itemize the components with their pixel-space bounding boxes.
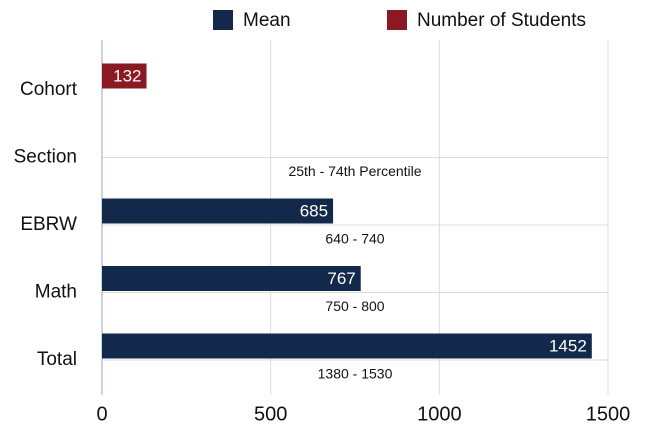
range-label: 25th - 74th Percentile xyxy=(288,163,421,179)
y-tick-label: Math xyxy=(35,282,77,303)
bar xyxy=(102,198,334,224)
x-tick-label: 0 xyxy=(96,403,107,425)
x-tick-label: 1000 xyxy=(417,403,462,425)
y-tick-label: EBRW xyxy=(20,214,77,235)
x-tick-label: 500 xyxy=(254,403,287,425)
legend-label: Number of Students xyxy=(417,10,586,31)
x-tick-label: 1500 xyxy=(586,403,631,425)
bar-value-label: 685 xyxy=(300,201,328,220)
bar-value-label: 132 xyxy=(113,66,141,85)
y-tick-label: Section xyxy=(14,147,77,168)
bar xyxy=(102,63,147,89)
legend-swatch xyxy=(387,10,407,30)
bar xyxy=(102,266,361,291)
y-tick-label: Cohort xyxy=(20,79,78,100)
legend-swatch xyxy=(213,10,233,30)
bar-value-label: 1452 xyxy=(549,336,587,355)
bar xyxy=(102,333,592,359)
y-tick-label: Total xyxy=(37,349,77,370)
range-label: 750 - 800 xyxy=(325,298,384,314)
range-label: 640 - 740 xyxy=(325,231,384,247)
bar-value-label: 767 xyxy=(327,269,355,288)
range-label: 1380 - 1530 xyxy=(318,366,393,382)
legend-label: Mean xyxy=(243,10,291,31)
